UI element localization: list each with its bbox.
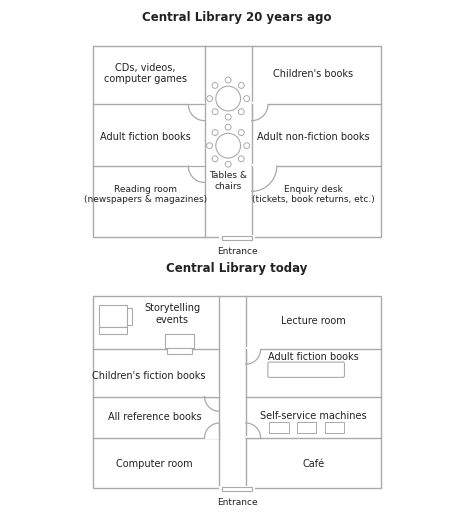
Text: Lecture room: Lecture room [281, 316, 346, 327]
Text: Sofa: Sofa [103, 312, 119, 321]
Text: Café: Café [302, 459, 325, 470]
Bar [269, 422, 289, 433]
Bar [167, 348, 192, 354]
Bar [222, 487, 252, 492]
Text: Tables &
chairs: Tables & chairs [209, 172, 247, 190]
Bar [99, 305, 127, 327]
Bar [297, 422, 317, 433]
Text: Central Library 20 years ago: Central Library 20 years ago [142, 11, 332, 24]
Text: Reading room
(newspapers & magazines): Reading room (newspapers & magazines) [84, 184, 207, 204]
Text: All reference books: All reference books [108, 412, 201, 422]
Text: Enquiry desk
(tickets, book returns, etc.): Enquiry desk (tickets, book returns, etc… [252, 184, 375, 204]
Bar [93, 296, 381, 488]
FancyBboxPatch shape [268, 362, 345, 377]
Text: Sofa: Sofa [171, 336, 188, 346]
Text: Adult fiction books: Adult fiction books [268, 352, 359, 362]
Bar [325, 422, 345, 433]
Bar [205, 394, 219, 398]
Bar [219, 235, 255, 239]
Text: Storytelling
events: Storytelling events [144, 303, 201, 325]
Bar [246, 347, 261, 351]
Bar [252, 102, 268, 106]
Bar [219, 486, 255, 489]
Bar [252, 164, 277, 168]
Text: Self-service machines: Self-service machines [260, 411, 367, 421]
Text: Information desk: Information desk [272, 365, 340, 374]
Bar [99, 327, 127, 334]
Text: CDs, videos,
computer games: CDs, videos, computer games [104, 63, 187, 84]
Bar [189, 164, 205, 168]
Text: Computer room: Computer room [116, 459, 193, 470]
Text: Adult fiction books: Adult fiction books [100, 132, 191, 142]
Bar [165, 334, 194, 348]
Text: Entrance: Entrance [217, 247, 257, 256]
Bar [127, 308, 132, 325]
Text: Children's books: Children's books [273, 69, 354, 78]
Text: Central Library today: Central Library today [166, 262, 308, 275]
Bar [189, 102, 205, 106]
Bar [93, 46, 381, 237]
Bar [205, 436, 219, 439]
Text: Children's fiction books: Children's fiction books [92, 371, 205, 381]
Text: Entrance: Entrance [217, 498, 257, 507]
Bar [222, 236, 252, 241]
Bar [246, 436, 261, 439]
Text: Adult non-fiction books: Adult non-fiction books [257, 132, 370, 142]
